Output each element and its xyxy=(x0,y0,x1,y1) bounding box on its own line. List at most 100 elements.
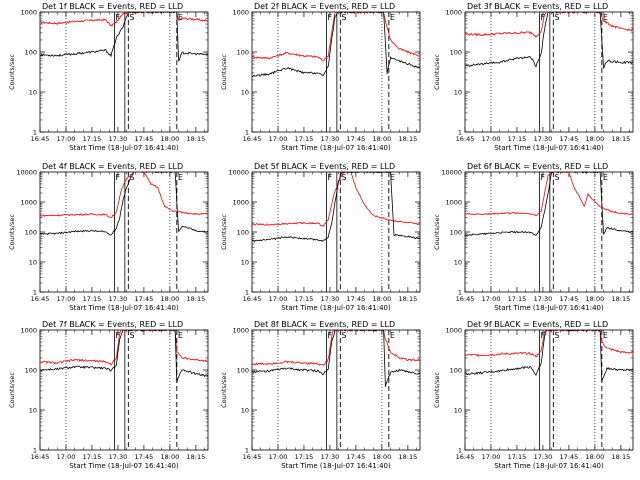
x-tick-label: 16:45 xyxy=(243,453,262,461)
x-tick-label: 18:00 xyxy=(373,295,392,303)
marker-label-e: E xyxy=(390,331,395,340)
marker-label-s: S xyxy=(554,331,559,340)
series-events-line xyxy=(40,12,208,62)
x-tick-label: 17:30 xyxy=(109,135,128,143)
x-tick-label: 16:45 xyxy=(243,135,262,143)
x-tick-label: 18:15 xyxy=(187,135,206,143)
y-tick-label: 10 xyxy=(29,407,37,415)
series-events-line xyxy=(40,330,208,383)
panel-title: Det 1f BLACK = Events, RED = LLD xyxy=(42,2,183,11)
panel-det-1: Det 1f BLACK = Events, RED = LLD F S E 1 10 10… xyxy=(8,2,209,152)
y-tick-label: 1 xyxy=(33,129,37,137)
y-tick-label: 1000 xyxy=(445,199,462,207)
x-tick-label: 18:00 xyxy=(161,295,180,303)
series-events-line xyxy=(465,330,633,383)
x-tick-label: 17:30 xyxy=(321,295,340,303)
x-tick-label: 18:15 xyxy=(399,453,418,461)
x-tick-label: 16:45 xyxy=(31,453,50,461)
y-tick-label: 1 xyxy=(33,289,37,297)
panel-title: Det 3f BLACK = Events, RED = LLD xyxy=(467,2,608,11)
x-tick-label: 18:00 xyxy=(586,135,605,143)
x-tick-label: 17:15 xyxy=(83,295,102,303)
x-tick-label: 17:15 xyxy=(295,295,314,303)
y-axis-label: Counts/sec xyxy=(220,214,228,250)
x-tick-label: 17:45 xyxy=(560,295,579,303)
marker-label-s: S xyxy=(341,331,346,340)
x-tick-label: 17:30 xyxy=(534,295,553,303)
y-tick-label: 1 xyxy=(245,447,249,455)
y-axis-label: Counts/sec xyxy=(433,214,441,250)
x-tick-label: 18:00 xyxy=(373,135,392,143)
x-tick-label: 17:00 xyxy=(269,135,288,143)
series-lld-line xyxy=(465,172,633,217)
marker-label-e: E xyxy=(603,331,608,340)
x-tick-label: 17:15 xyxy=(508,135,527,143)
x-tick-label: 16:45 xyxy=(243,295,262,303)
series-group xyxy=(465,12,633,70)
x-tick-label: 16:45 xyxy=(456,453,475,461)
y-tick-label: 10 xyxy=(241,407,249,415)
x-axis-label: Start Time (18-Jul-07 16:41:40) xyxy=(494,462,604,470)
series-group xyxy=(465,172,633,237)
marker-label-e: E xyxy=(178,331,183,340)
x-tick-label: 17:00 xyxy=(57,453,76,461)
x-tick-label: 17:45 xyxy=(560,453,579,461)
x-tick-label: 17:15 xyxy=(508,295,527,303)
x-tick-label: 17:45 xyxy=(347,453,366,461)
series-lld-line xyxy=(252,172,420,228)
y-axis-label: Counts/sec xyxy=(8,372,16,408)
x-tick-label: 17:45 xyxy=(135,295,154,303)
y-tick-label: 1 xyxy=(245,129,249,137)
marker-label-f: F xyxy=(540,13,545,22)
x-axis-label: Start Time (18-Jul-07 16:41:40) xyxy=(69,462,179,470)
x-tick-label: 18:00 xyxy=(586,453,605,461)
series-group xyxy=(465,330,633,383)
y-tick-label: 1 xyxy=(33,447,37,455)
y-axis-label: Counts/sec xyxy=(433,54,441,90)
y-axis-label: Counts/sec xyxy=(220,54,228,90)
panel-det-9: Det 9f BLACK = Events, RED = LLD F S E 1 10 10… xyxy=(433,320,634,470)
x-tick-label: 17:00 xyxy=(269,453,288,461)
y-tick-label: 1000 xyxy=(20,9,37,17)
x-axis-label: Start Time (18-Jul-07 16:41:40) xyxy=(494,144,604,152)
series-events-line xyxy=(252,330,420,387)
x-tick-label: 17:30 xyxy=(321,135,340,143)
marker-label-e: E xyxy=(178,13,183,22)
x-axis-label: Start Time (18-Jul-07 16:41:40) xyxy=(69,304,179,312)
x-tick-label: 17:15 xyxy=(295,135,314,143)
plot-frame xyxy=(39,11,209,133)
x-tick-label: 18:15 xyxy=(612,295,631,303)
marker-label-f: F xyxy=(327,13,332,22)
series-events-line xyxy=(465,172,633,237)
x-tick-label: 17:00 xyxy=(57,295,76,303)
x-axis-label: Start Time (18-Jul-07 16:41:40) xyxy=(281,462,391,470)
y-tick-label: 1000 xyxy=(232,327,249,335)
series-lld-line xyxy=(40,330,208,366)
y-tick-label: 1000 xyxy=(232,199,249,207)
y-tick-label: 1000 xyxy=(445,9,462,17)
marker-label-s: S xyxy=(341,173,346,182)
series-group xyxy=(252,172,420,243)
marker-label-f: F xyxy=(327,331,332,340)
y-tick-label: 100 xyxy=(237,49,249,57)
panel-det-3: Det 3f BLACK = Events, RED = LLD F S E 1 10 10… xyxy=(433,2,634,152)
x-tick-label: 17:45 xyxy=(135,135,154,143)
y-tick-label: 100 xyxy=(25,49,37,57)
marker-label-e: E xyxy=(178,173,183,182)
x-axis-label: Start Time (18-Jul-07 16:41:40) xyxy=(281,144,391,152)
x-tick-label: 18:15 xyxy=(399,135,418,143)
x-tick-label: 18:15 xyxy=(612,453,631,461)
x-tick-label: 17:30 xyxy=(109,295,128,303)
marker-label-s: S xyxy=(129,331,134,340)
x-tick-label: 16:45 xyxy=(456,135,475,143)
series-group xyxy=(252,330,420,387)
y-tick-label: 10 xyxy=(29,89,37,97)
x-tick-label: 18:00 xyxy=(161,135,180,143)
x-tick-label: 17:45 xyxy=(347,295,366,303)
y-tick-label: 10 xyxy=(454,89,462,97)
x-tick-label: 17:00 xyxy=(57,135,76,143)
y-tick-label: 10 xyxy=(454,407,462,415)
marker-label-s: S xyxy=(554,13,559,22)
y-axis-label: Counts/sec xyxy=(220,372,228,408)
y-tick-label: 1000 xyxy=(445,327,462,335)
